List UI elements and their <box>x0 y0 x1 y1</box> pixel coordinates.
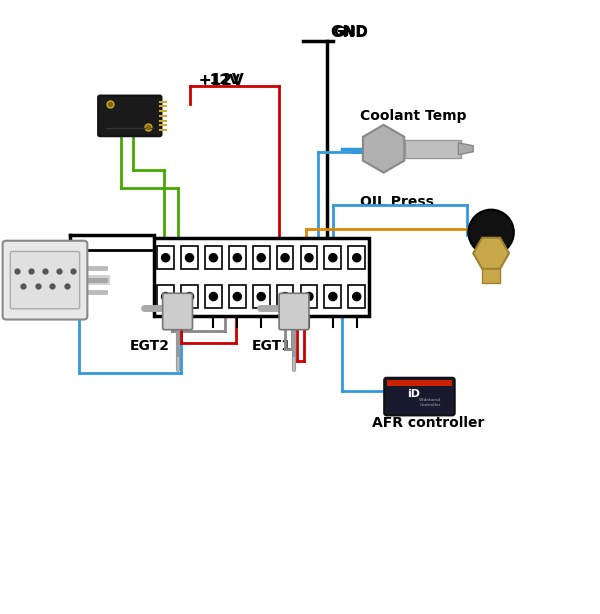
Bar <box>404 140 461 158</box>
Circle shape <box>305 292 313 301</box>
Text: Wideband
Controller: Wideband Controller <box>419 398 441 407</box>
Text: GND: GND <box>330 25 368 40</box>
Text: GND: GND <box>333 25 367 39</box>
Bar <box>325 246 341 269</box>
Bar <box>181 286 198 308</box>
FancyBboxPatch shape <box>163 293 193 330</box>
Circle shape <box>281 254 289 262</box>
Polygon shape <box>473 238 509 269</box>
Bar <box>157 286 174 308</box>
Circle shape <box>469 209 514 255</box>
Bar <box>349 246 365 269</box>
Circle shape <box>281 292 289 301</box>
Circle shape <box>161 254 170 262</box>
Circle shape <box>185 254 194 262</box>
Circle shape <box>185 292 194 301</box>
FancyBboxPatch shape <box>98 96 161 136</box>
Bar <box>181 246 198 269</box>
Text: OIL Press: OIL Press <box>360 195 434 209</box>
Circle shape <box>257 254 265 262</box>
Circle shape <box>233 254 241 262</box>
Bar <box>301 286 317 308</box>
Bar <box>205 286 222 308</box>
Circle shape <box>209 292 217 301</box>
FancyBboxPatch shape <box>279 293 309 330</box>
Bar <box>253 286 269 308</box>
Bar <box>253 246 269 269</box>
Text: AFR controller: AFR controller <box>371 416 484 430</box>
Bar <box>157 246 174 269</box>
Bar <box>277 286 293 308</box>
Polygon shape <box>363 125 404 173</box>
FancyBboxPatch shape <box>384 378 455 416</box>
Bar <box>229 286 245 308</box>
Circle shape <box>353 254 361 262</box>
Bar <box>229 246 245 269</box>
Bar <box>205 246 222 269</box>
Circle shape <box>233 292 241 301</box>
Text: iD: iD <box>407 389 420 399</box>
FancyBboxPatch shape <box>10 252 80 309</box>
Circle shape <box>257 292 265 301</box>
Text: EGT1: EGT1 <box>252 339 292 353</box>
Bar <box>349 286 365 308</box>
Circle shape <box>209 254 217 262</box>
FancyBboxPatch shape <box>2 241 88 319</box>
Circle shape <box>353 292 361 301</box>
Circle shape <box>305 254 313 262</box>
Circle shape <box>329 254 337 262</box>
Bar <box>482 268 500 283</box>
Text: EGT2: EGT2 <box>130 339 170 353</box>
Text: +12V: +12V <box>199 72 244 88</box>
Circle shape <box>161 292 170 301</box>
Bar <box>277 246 293 269</box>
Bar <box>154 238 368 316</box>
Bar <box>301 246 317 269</box>
Bar <box>325 286 341 308</box>
Polygon shape <box>458 143 473 155</box>
Circle shape <box>329 292 337 301</box>
Text: Coolant Temp: Coolant Temp <box>360 109 466 123</box>
Text: +12V: +12V <box>199 73 241 87</box>
Bar <box>386 380 452 386</box>
